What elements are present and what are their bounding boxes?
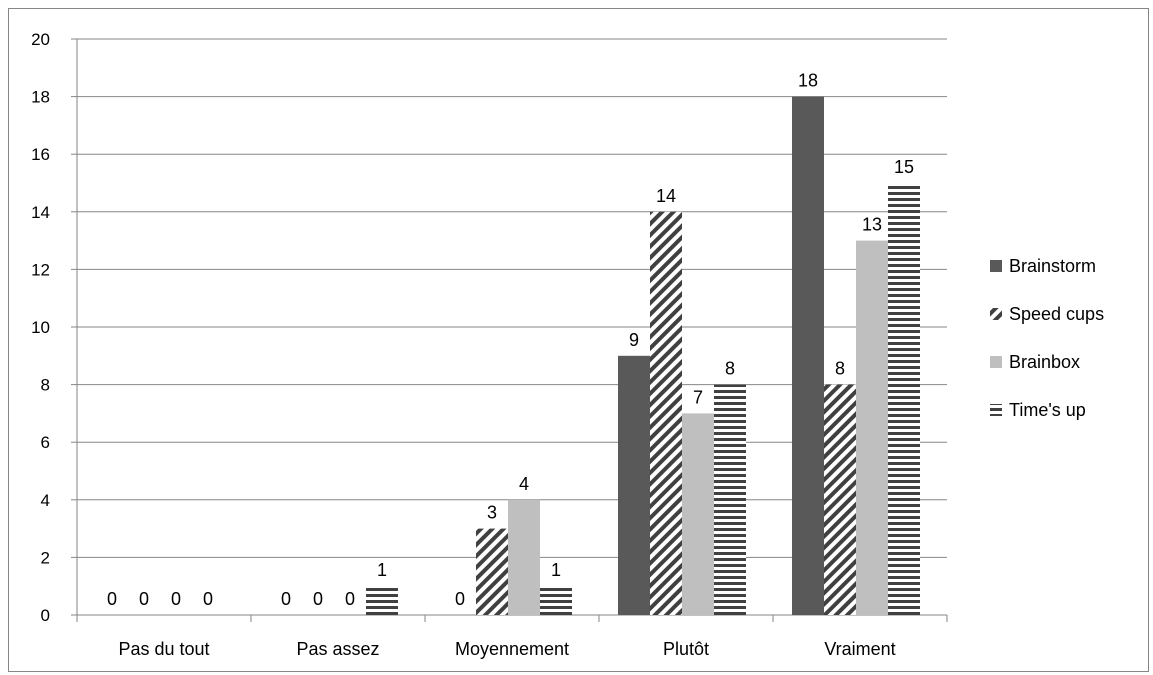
bar — [888, 183, 920, 615]
x-category-label: Moyennement — [455, 639, 569, 659]
data-label: 0 — [345, 589, 355, 609]
bar — [366, 586, 398, 615]
legend-label: Speed cups — [1009, 304, 1104, 324]
data-label: 3 — [487, 503, 497, 523]
legend-swatch — [990, 404, 1002, 416]
bar — [856, 240, 888, 615]
x-category-label: Plutôt — [663, 639, 709, 659]
y-tick-label: 4 — [41, 491, 50, 510]
y-tick-label: 2 — [41, 548, 50, 567]
data-label: 0 — [107, 589, 117, 609]
legend-label: Brainstorm — [1009, 256, 1096, 276]
y-tick-label: 10 — [31, 318, 50, 337]
data-label: 0 — [281, 589, 291, 609]
data-label: 1 — [377, 560, 387, 580]
data-label: 18 — [798, 71, 818, 91]
y-tick-label: 8 — [41, 376, 50, 395]
data-label: 0 — [313, 589, 323, 609]
data-label: 7 — [693, 387, 703, 407]
data-label: 0 — [203, 589, 213, 609]
bar — [650, 211, 682, 616]
data-label: 13 — [862, 215, 882, 235]
bar — [824, 384, 856, 615]
chart-frame — [8, 8, 1149, 672]
x-category-label: Pas du tout — [118, 639, 209, 659]
y-tick-label: 12 — [31, 260, 50, 279]
legend-swatch — [990, 260, 1002, 272]
data-label: 14 — [656, 186, 676, 206]
data-label: 9 — [629, 330, 639, 350]
bars — [366, 96, 920, 616]
y-tick-label: 20 — [31, 30, 50, 49]
y-tick-label: 16 — [31, 145, 50, 164]
x-category-label: Pas assez — [296, 639, 379, 659]
y-tick-label: 6 — [41, 433, 50, 452]
x-category-label: Vraiment — [824, 639, 895, 659]
bar — [792, 96, 824, 616]
bar — [508, 499, 540, 615]
y-tick-label: 18 — [31, 88, 50, 107]
data-label: 8 — [725, 359, 735, 379]
data-label: 15 — [894, 157, 914, 177]
bar — [714, 384, 746, 615]
data-label: 0 — [455, 589, 465, 609]
data-label: 8 — [835, 359, 845, 379]
data-label: 4 — [519, 474, 529, 494]
legend-swatch — [990, 356, 1002, 368]
bar — [476, 528, 508, 615]
bar — [618, 355, 650, 615]
legend-swatch — [990, 308, 1002, 320]
data-label: 0 — [139, 589, 149, 609]
y-tick-label: 0 — [41, 606, 50, 625]
data-label: 0 — [171, 589, 181, 609]
bar — [682, 413, 714, 615]
bar — [540, 586, 572, 615]
y-tick-label: 14 — [31, 203, 50, 222]
legend-label: Brainbox — [1009, 352, 1080, 372]
data-label: 1 — [551, 560, 561, 580]
legend-label: Time's up — [1009, 400, 1086, 420]
legend: Brainstorm Speed cups Brainbox Time's up — [990, 256, 1104, 420]
